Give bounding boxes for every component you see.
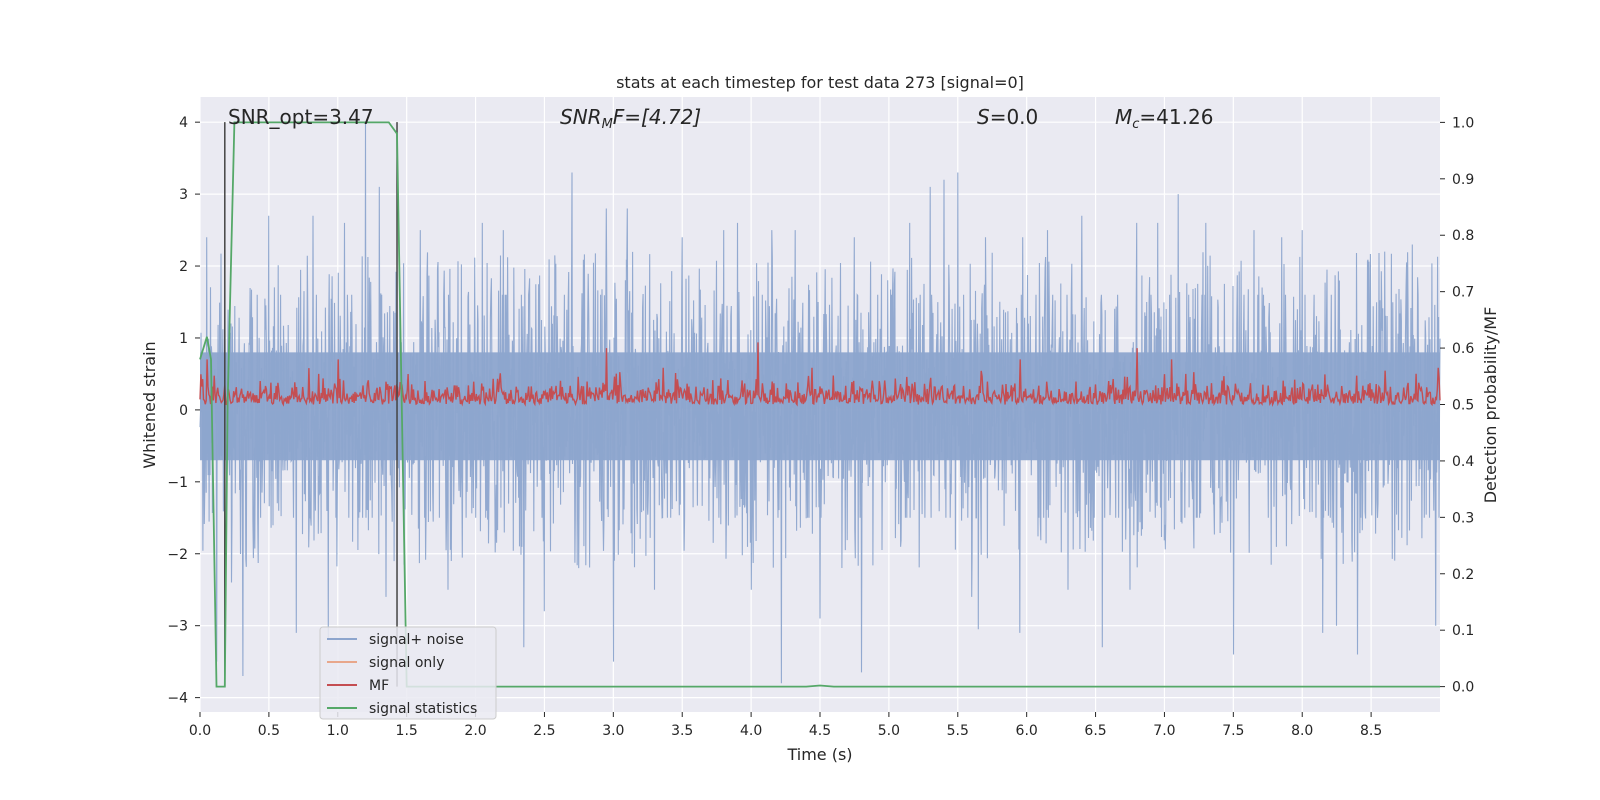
annotation-s-rest: =0.0 [990,105,1039,129]
annotation-mc-rest: =41.26 [1139,105,1213,129]
right-y-tick-label: 0.8 [1452,228,1474,244]
left-y-tick-label: −3 [167,619,188,635]
right-y-axis-ticks: 0.0 0.1 0.2 0.3 0.4 0.5 0.6 0.7 0.8 0.9 1.0 [1440,115,1474,696]
x-tick-label: 3.0 [602,723,624,739]
right-y-tick-label: 0.7 [1452,285,1474,301]
x-tick-label: 6.0 [1016,723,1038,739]
legend: signal+ noise signal only MF signal stat… [319,626,497,720]
x-tick-label: 7.0 [1153,723,1175,739]
left-y-tick-label: 0 [179,403,188,419]
annotation-snr-mf-sub: M [602,117,613,132]
legend-label-signal-only: signal only [369,655,444,671]
annotation-mc-sub: c [1132,117,1139,132]
right-y-tick-label: 0.2 [1452,567,1474,583]
x-tick-label: 6.5 [1084,723,1106,739]
x-tick-label: 1.5 [396,723,418,739]
right-y-tick-label: 0.1 [1452,623,1474,639]
series-signal-noise [199,122,1441,684]
right-y-tick-label: 1.0 [1452,115,1474,131]
left-y-tick-label: 1 [179,331,188,347]
mf-trace [199,342,1441,407]
x-axis-ticks: 0.0 0.5 1.0 1.5 2.0 2.5 3.0 3.5 4.0 4.5 5.0 5.5 6.0 6… [189,712,1382,739]
right-y-tick-label: 0.6 [1452,341,1474,357]
x-tick-label: 0.0 [189,723,211,739]
x-tick-label: 3.5 [671,723,693,739]
legend-label-mf: MF [369,678,389,694]
right-y-tick-label: 0.4 [1452,454,1474,470]
x-tick-label: 4.0 [740,723,762,739]
left-y-tick-label: −4 [167,691,188,707]
right-y-tick-label: 0.9 [1452,172,1474,188]
legend-box [319,626,497,720]
left-y-tick-label: 2 [179,259,188,275]
x-tick-label: 4.5 [809,723,831,739]
x-tick-label: 8.5 [1360,723,1382,739]
annotation-snr-mf-main: SNR [560,105,602,129]
legend-label-signal-noise: signal+ noise [369,632,464,648]
annotation-snr-mf: SNRMF=[4.72] [560,105,701,132]
signal-statistics-line [199,121,1440,688]
annotation-s: S=0.0 [977,105,1038,129]
chart-title: stats at each timestep for test data 273… [616,73,1024,92]
x-tick-label: 5.0 [878,723,900,739]
left-y-axis-ticks: −4 −3 −2 −1 0 1 2 3 4 [167,115,200,707]
annotation-snr-mf-rest: F=[4.72] [613,105,701,129]
x-axis-label: Time (s) [786,745,852,764]
right-y-tick-label: 0.5 [1452,398,1474,414]
left-y-tick-label: 4 [179,115,188,131]
x-tick-label: 2.5 [533,723,555,739]
legend-label-signal-statistics: signal statistics [369,701,477,717]
annotation-mc: Mc=41.26 [1115,105,1213,132]
right-y-axis-label: Detection probability/MF [1481,307,1500,504]
left-y-tick-label: 3 [179,187,188,203]
annotation-s-main: S [977,105,990,129]
x-tick-label: 5.5 [947,723,969,739]
right-y-tick-label: 0.3 [1452,510,1474,526]
series-mf [199,342,1441,407]
series-signal-statistics [199,121,1440,688]
x-tick-label: 1.0 [327,723,349,739]
x-tick-label: 0.5 [258,723,280,739]
vertical-markers [224,122,398,687]
left-y-axis-label: Whitened strain [140,341,159,468]
right-y-tick-label: 0.0 [1452,680,1474,696]
left-y-tick-label: −1 [167,475,188,491]
x-tick-label: 8.0 [1291,723,1313,739]
left-y-tick-label: −2 [167,547,188,563]
x-tick-label: 2.0 [464,723,486,739]
annotation-mc-main: M [1115,105,1132,129]
annotation-snr-opt: SNR_opt=3.47 [228,105,374,129]
x-tick-label: 7.5 [1222,723,1244,739]
